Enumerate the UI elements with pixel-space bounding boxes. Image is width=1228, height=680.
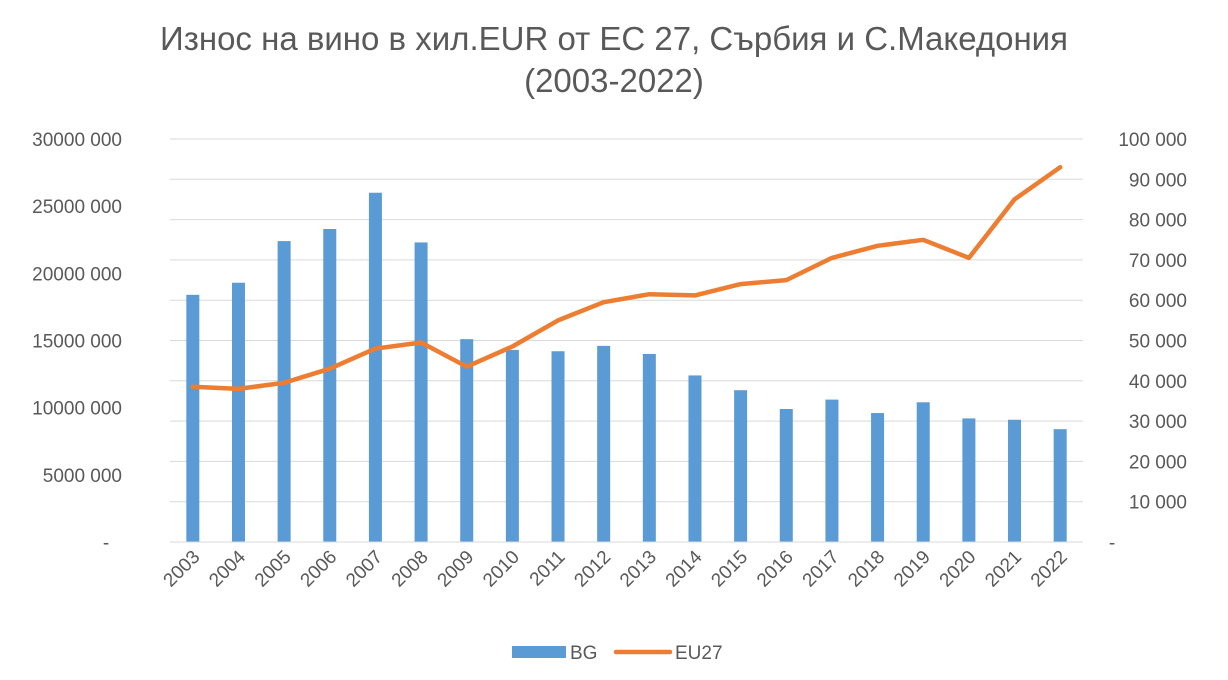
bar-bg-2007 [368, 192, 382, 542]
bar-bg-2015 [734, 390, 748, 542]
bar-bg-2010 [505, 349, 519, 542]
right-axis-tick-label: 70 000 [1129, 251, 1187, 272]
x-axis-tick-label: 2011 [526, 547, 570, 591]
bar-bg-2005 [277, 241, 291, 543]
x-axis-tick-label: 2022 [1027, 547, 1072, 592]
x-axis-tick-label: 2021 [981, 547, 1026, 592]
bar-bg-2008 [414, 242, 428, 543]
bar-bg-2009 [460, 339, 474, 542]
right-axis-tick-label: 80 000 [1129, 211, 1187, 232]
x-axis-tick-label: 2004 [205, 546, 250, 591]
bar-bg-2011 [551, 351, 565, 542]
bar-bg-2018 [871, 413, 885, 542]
right-axis-tick-label: - [1109, 533, 1115, 554]
left-axis-tick-label: 5000 000 [43, 466, 122, 487]
right-axis-tick-label: 60 000 [1129, 291, 1187, 312]
x-axis-tick-label: 2012 [570, 547, 615, 592]
left-axis-tick-label: 20000 000 [32, 264, 122, 285]
right-axis-tick-label: 20 000 [1129, 452, 1187, 473]
right-axis-tick-label: 100 000 [1118, 130, 1187, 151]
bar-bg-2019 [916, 402, 930, 542]
chart-title-line-2: (2003-2022) [524, 62, 704, 99]
left-axis-tick-label: - [103, 533, 109, 554]
bar-bg-2013 [642, 353, 656, 542]
legend-swatch-bg [512, 646, 566, 658]
x-axis-tick-label: 2008 [388, 547, 433, 592]
right-axis-tick-label: 30 000 [1129, 412, 1187, 433]
legend-label-bg: BG [570, 643, 597, 664]
x-axis-tick-label: 2016 [753, 547, 798, 592]
left-axis-tick-label: 10000 000 [32, 399, 122, 420]
x-axis-tick-label: 2014 [662, 546, 707, 591]
bar-bg-2014 [688, 375, 702, 542]
x-axis-tick-label: 2009 [434, 547, 479, 592]
line-eu27 [190, 164, 1063, 392]
legend-label-eu27: EU27 [675, 643, 723, 664]
bar-bg-2012 [597, 345, 611, 542]
x-axis-tick-label: 2019 [890, 547, 935, 592]
x-axis-tick-label: 2020 [936, 547, 981, 592]
right-axis-tick-label: 90 000 [1129, 170, 1187, 191]
x-axis-tick-label: 2018 [844, 547, 889, 592]
right-axis-tick-label: 10 000 [1129, 493, 1187, 514]
chart-title-line-1: Износ на вино в хил.EUR от ЕС 27, Сърбия… [160, 20, 1068, 57]
x-axis-tick-label: 2015 [707, 547, 752, 592]
bar-bg-2017 [825, 399, 839, 542]
x-axis-tick-label: 2003 [160, 547, 205, 592]
bar-bg-2022 [1053, 429, 1067, 542]
bar-bg-2021 [1008, 419, 1022, 542]
x-axis-tick-label: 2005 [251, 547, 296, 592]
left-axis-tick-label: 25000 000 [32, 197, 122, 218]
bar-bg-2006 [323, 229, 337, 542]
bar-bg-2016 [779, 409, 793, 542]
bar-bg-2020 [962, 418, 976, 542]
x-axis-tick-label: 2013 [616, 547, 661, 592]
right-axis-tick-label: 40 000 [1129, 372, 1187, 393]
x-axis-tick-label: 2007 [342, 547, 387, 592]
x-axis-tick-label: 2017 [799, 547, 844, 592]
right-axis-tick-label: 50 000 [1129, 332, 1187, 353]
left-axis-tick-label: 30000 000 [32, 130, 122, 151]
x-axis-tick-label: 2006 [297, 547, 342, 592]
left-axis-tick-label: 15000 000 [32, 332, 122, 353]
x-axis-tick-label: 2010 [479, 547, 524, 592]
bar-bg-2003 [186, 294, 200, 542]
bar-bg-2004 [231, 282, 245, 542]
